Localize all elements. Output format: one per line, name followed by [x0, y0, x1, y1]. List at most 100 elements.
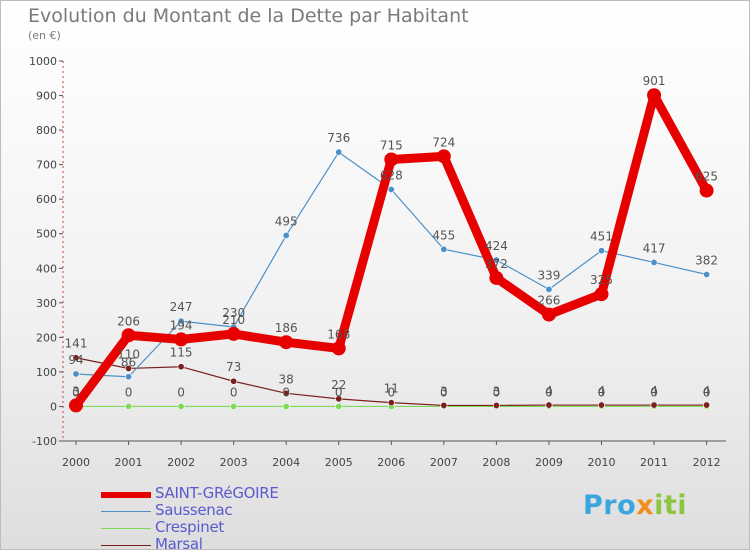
data-point-saint-gr-goire — [69, 398, 83, 413]
y-tick-label: 900 — [36, 90, 57, 103]
data-point-saussenac — [597, 247, 605, 255]
data-point-marsal — [282, 389, 290, 397]
data-point-saint-gr-goire — [699, 183, 714, 198]
data-point-marsal — [492, 401, 500, 409]
legend-item-marsal: Marsal — [101, 535, 361, 550]
data-label-marsal: 22 — [331, 378, 346, 392]
data-label-crespinet: 0 — [545, 385, 553, 399]
data-label-crespinet: 0 — [282, 385, 290, 399]
data-point-saussenac — [387, 186, 395, 194]
data-label-crespinet: 0 — [125, 385, 133, 399]
data-label-crespinet: 0 — [177, 385, 185, 399]
data-label-saint-gr-goire: 186 — [275, 321, 298, 335]
x-tick-label: 2008 — [482, 456, 510, 469]
legend-swatch-saint-gregoire — [101, 492, 151, 498]
data-point-saint-gr-goire — [541, 307, 556, 322]
data-label-saussenac: 628 — [380, 169, 403, 183]
data-point-marsal — [125, 364, 133, 372]
data-label-marsal: 4 — [703, 384, 711, 398]
legend-item-saint-gregoire: SAINT-GRéGOIRE — [101, 484, 361, 504]
data-label-saint-gr-goire: 266 — [537, 294, 560, 308]
x-tick-label: 2005 — [325, 456, 353, 469]
data-label-saussenac: 86 — [121, 356, 136, 370]
data-label-saint-gr-goire: 206 — [117, 314, 140, 328]
data-point-crespinet — [125, 402, 133, 410]
legend: SAINT-GRéGOIRE Saussenac Crespinet Marsa… — [101, 484, 361, 550]
data-point-crespinet — [335, 402, 343, 410]
data-point-saint-gr-goire — [174, 332, 189, 347]
data-point-saint-gr-goire — [594, 287, 609, 302]
data-label-marsal: 3 — [440, 384, 448, 398]
legend-label-saint-gregoire: SAINT-GRéGOIRE — [155, 484, 279, 502]
y-tick-label: 1000 — [29, 55, 57, 68]
x-tick-label: 2006 — [377, 456, 405, 469]
logo-text-pro: Pro — [583, 490, 637, 521]
data-label-saussenac: 247 — [170, 300, 193, 314]
data-point-saint-gr-goire — [279, 335, 294, 350]
y-tick-label: 400 — [36, 262, 57, 275]
data-point-marsal — [703, 401, 711, 409]
data-point-saussenac — [545, 285, 553, 293]
legend-label-saussenac: Saussenac — [155, 501, 233, 519]
chart-subtitle: (en €) — [28, 29, 61, 42]
data-point-marsal — [650, 401, 658, 409]
legend-label-crespinet: Crespinet — [155, 518, 224, 536]
data-label-marsal: 3 — [493, 384, 501, 398]
x-tick-label: 2009 — [535, 456, 563, 469]
data-point-marsal — [177, 363, 185, 371]
data-label-crespinet: 0 — [650, 385, 658, 399]
data-label-crespinet: 0 — [703, 385, 711, 399]
data-point-saussenac — [177, 317, 185, 325]
data-point-saussenac — [335, 148, 343, 156]
data-label-crespinet: 0 — [230, 385, 238, 399]
data-point-marsal — [597, 401, 605, 409]
data-point-marsal — [387, 399, 395, 407]
data-label-marsal: 38 — [279, 372, 294, 386]
data-label-marsal: 4 — [545, 384, 553, 398]
y-tick-label: 600 — [36, 193, 57, 206]
data-label-saussenac: 424 — [485, 239, 508, 253]
legend-swatch-saussenac — [101, 511, 151, 512]
x-tick-label: 2001 — [115, 456, 143, 469]
data-point-saussenac — [650, 258, 658, 266]
data-point-saint-gr-goire — [384, 152, 399, 167]
data-label-marsal: 141 — [65, 337, 88, 351]
legend-item-crespinet: Crespinet — [101, 518, 361, 538]
data-label-saint-gr-goire: 724 — [432, 135, 455, 149]
data-label-crespinet: 0 — [493, 385, 501, 399]
x-tick-label: 2000 — [62, 456, 90, 469]
logo-text-x: x — [636, 490, 655, 521]
chart-title: Evolution du Montant de la Dette par Hab… — [28, 5, 469, 27]
data-label-saussenac: 455 — [432, 228, 455, 242]
y-tick-label: 300 — [36, 297, 57, 310]
data-label-crespinet: 0 — [387, 385, 395, 399]
data-label-crespinet: 0 — [335, 385, 343, 399]
data-label-saint-gr-goire: 168 — [327, 327, 350, 341]
x-tick-label: 2012 — [693, 456, 721, 469]
data-label-saussenac: 230 — [222, 306, 245, 320]
data-point-saint-gr-goire — [647, 88, 662, 103]
legend-item-saussenac: Saussenac — [101, 501, 361, 521]
y-tick-label: 700 — [36, 159, 57, 172]
data-label-saussenac: 94 — [68, 353, 83, 367]
data-label-saint-gr-goire: 210 — [222, 313, 245, 327]
data-point-marsal — [440, 401, 448, 409]
data-label-saint-gr-goire: 372 — [485, 257, 508, 271]
data-point-crespinet — [177, 402, 185, 410]
y-tick-label: 800 — [36, 124, 57, 137]
data-label-marsal: 4 — [650, 384, 658, 398]
data-point-saint-gr-goire — [226, 326, 241, 341]
data-label-saussenac: 417 — [643, 241, 666, 255]
data-label-saint-gr-goire: 325 — [590, 273, 613, 287]
data-label-saint-gr-goire: 3 — [72, 384, 80, 398]
data-point-saussenac — [703, 270, 711, 278]
data-label-saussenac: 736 — [327, 131, 350, 145]
data-label-marsal: 11 — [384, 382, 399, 396]
data-point-saussenac — [282, 231, 290, 239]
data-point-saussenac — [125, 373, 133, 381]
legend-label-marsal: Marsal — [155, 535, 203, 550]
data-point-marsal — [335, 395, 343, 403]
y-tick-label: 100 — [36, 366, 57, 379]
